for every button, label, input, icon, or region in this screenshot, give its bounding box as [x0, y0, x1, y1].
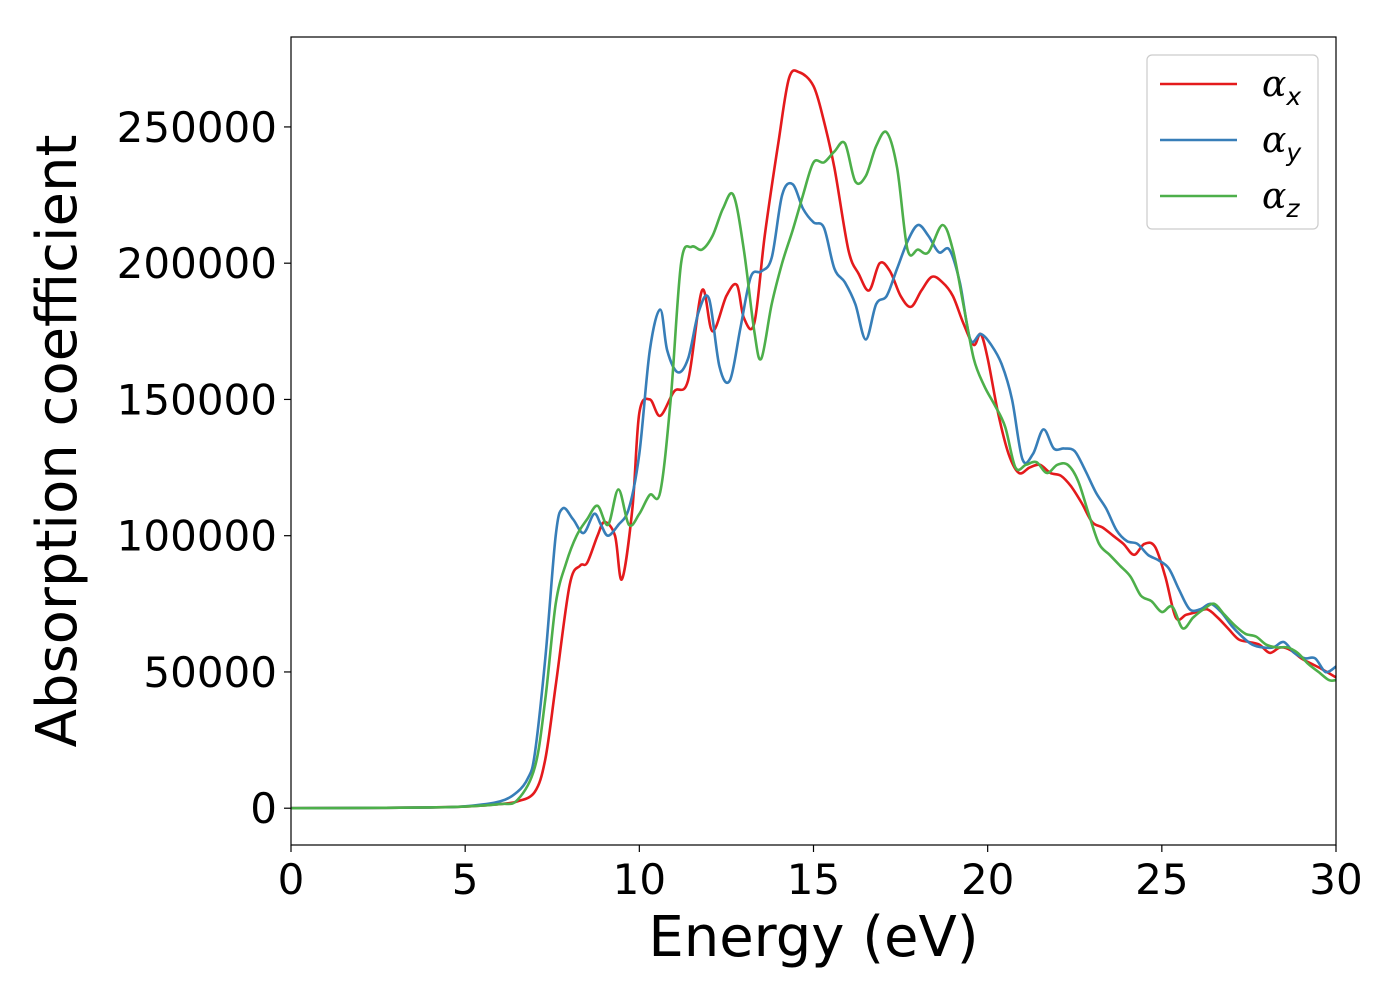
x-tick-label: 0 [278, 855, 305, 904]
y-tick-label: 250000 [117, 103, 277, 152]
legend: αx αy αz [1146, 54, 1319, 230]
series-line-z [290, 130, 1337, 810]
legend-label-z: αz [1262, 176, 1300, 223]
y-tick-label: 0 [250, 784, 277, 833]
legend-label-y: αy [1262, 120, 1302, 167]
x-tick-label: 5 [452, 855, 479, 904]
x-axis: 0 5 10 15 20 25 30 [278, 845, 1363, 904]
x-tick-label: 30 [1309, 855, 1362, 904]
x-tick-label: 20 [961, 855, 1014, 904]
x-tick-label: 15 [787, 855, 840, 904]
x-tick-label: 25 [1135, 855, 1188, 904]
series-line-y [290, 181, 1337, 810]
y-tick-label: 150000 [117, 375, 277, 424]
x-tick-label: 10 [613, 855, 666, 904]
legend-label-x: αx [1262, 64, 1301, 111]
x-axis-label: Energy (eV) [648, 905, 978, 970]
legend-box [1146, 54, 1319, 230]
y-tick-label: 100000 [117, 512, 277, 561]
y-tick-label: 50000 [143, 648, 277, 697]
y-axis: 0 50000 100000 150000 200000 250000 [117, 103, 291, 833]
y-tick-label: 200000 [117, 239, 277, 288]
plot-lines [290, 69, 1337, 810]
y-axis-label: Absorption coefficient [25, 135, 90, 748]
